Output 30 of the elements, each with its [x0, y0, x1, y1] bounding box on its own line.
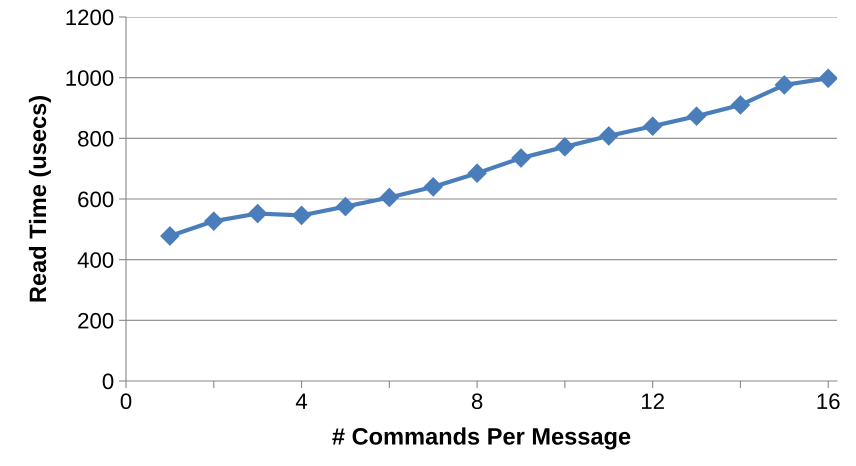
point — [204, 212, 224, 231]
point — [599, 126, 618, 146]
y-tick-label: 1200 — [66, 10, 114, 26]
y-tick-label: 1000 — [66, 70, 114, 86]
x-tick-label: 0 — [120, 393, 132, 410]
y-tick-label: 600 — [78, 192, 114, 208]
point — [730, 95, 750, 114]
x-axis-title: # Commands Per Message — [332, 427, 630, 450]
point — [555, 137, 574, 156]
point — [292, 206, 312, 225]
point — [468, 164, 487, 183]
point — [380, 188, 399, 208]
point — [643, 116, 662, 136]
x-tick-label: 8 — [472, 393, 482, 410]
y-axis-title: Read Time (usecs) — [28, 96, 51, 302]
point — [424, 177, 443, 196]
x-tick-label: 12 — [642, 393, 664, 409]
point — [687, 106, 706, 126]
y-tick-label: 800 — [78, 130, 114, 147]
point — [511, 148, 531, 168]
y-tick-label: 200 — [78, 312, 114, 329]
x-tick-label: 4 — [296, 394, 308, 409]
point — [160, 226, 180, 246]
point — [248, 204, 268, 224]
point — [818, 68, 837, 88]
y-tick-label: 400 — [78, 252, 114, 268]
y-tick-label: 0 — [102, 374, 114, 390]
x-tick-label: 16 — [818, 393, 840, 410]
point — [336, 197, 355, 216]
point — [774, 75, 794, 94]
